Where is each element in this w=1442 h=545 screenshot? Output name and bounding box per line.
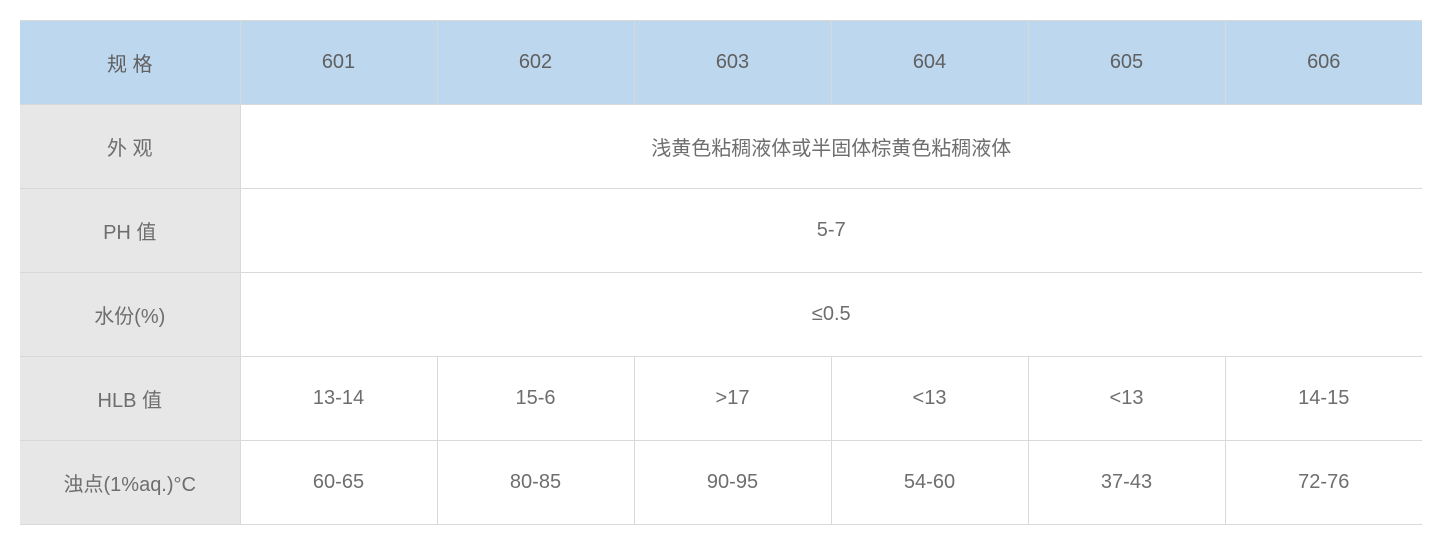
table-header-row: 规 格 601 602 603 604 605 606 [20, 21, 1422, 105]
row-cell: 60-65 [240, 441, 437, 525]
table-row: HLB 值 13-14 15-6 >17 <13 <13 14-15 [20, 357, 1422, 441]
row-cell: 72-76 [1225, 441, 1422, 525]
spec-table: 规 格 601 602 603 604 605 606 外 观 浅黄色粘稠液体或… [20, 20, 1422, 525]
row-cell: 14-15 [1225, 357, 1422, 441]
row-cell: 37-43 [1028, 441, 1225, 525]
row-value-span: 浅黄色粘稠液体或半固体棕黄色粘稠液体 [240, 105, 1422, 189]
table-row: 水份(%) ≤0.5 [20, 273, 1422, 357]
row-cell: <13 [1028, 357, 1225, 441]
row-value-span: 5-7 [240, 189, 1422, 273]
row-cell: <13 [831, 357, 1028, 441]
row-cell: 15-6 [437, 357, 634, 441]
header-col-1: 602 [437, 21, 634, 105]
row-cell: 90-95 [634, 441, 831, 525]
row-cell: 54-60 [831, 441, 1028, 525]
header-col-5: 606 [1225, 21, 1422, 105]
row-value-span: ≤0.5 [240, 273, 1422, 357]
row-label: 浊点(1%aq.)°C [20, 441, 240, 525]
row-label: 外 观 [20, 105, 240, 189]
table-row: PH 值 5-7 [20, 189, 1422, 273]
header-col-2: 603 [634, 21, 831, 105]
header-col-4: 605 [1028, 21, 1225, 105]
table-row: 浊点(1%aq.)°C 60-65 80-85 90-95 54-60 37-4… [20, 441, 1422, 525]
row-label: PH 值 [20, 189, 240, 273]
header-col-0: 601 [240, 21, 437, 105]
header-label: 规 格 [20, 21, 240, 105]
row-cell: 80-85 [437, 441, 634, 525]
row-cell: >17 [634, 357, 831, 441]
header-col-3: 604 [831, 21, 1028, 105]
row-label: HLB 值 [20, 357, 240, 441]
row-cell: 13-14 [240, 357, 437, 441]
row-label: 水份(%) [20, 273, 240, 357]
table-row: 外 观 浅黄色粘稠液体或半固体棕黄色粘稠液体 [20, 105, 1422, 189]
